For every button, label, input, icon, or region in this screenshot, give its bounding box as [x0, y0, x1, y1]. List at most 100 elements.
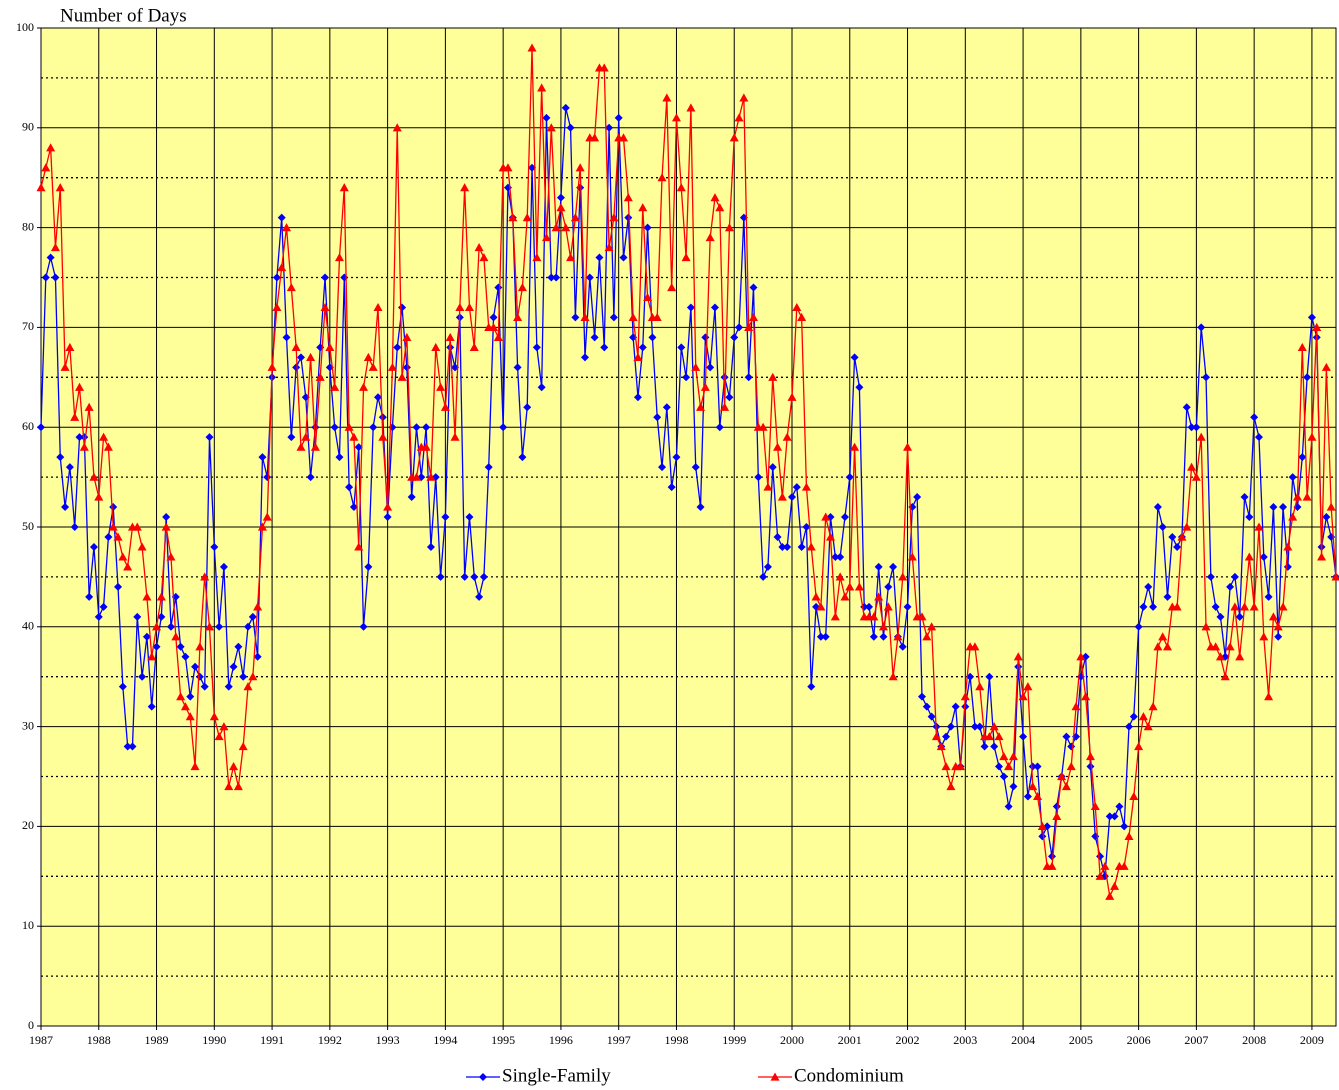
- data-point: [1028, 781, 1038, 791]
- data-point: [715, 203, 725, 212]
- data-point: [142, 632, 151, 641]
- data-point: [951, 702, 960, 711]
- data-point: [1245, 513, 1254, 522]
- data-point: [773, 532, 782, 541]
- data-point: [1292, 492, 1302, 501]
- data-point: [306, 473, 315, 482]
- data-point: [157, 612, 166, 621]
- data-point: [831, 552, 840, 561]
- data-point: [383, 513, 392, 522]
- data-point: [1322, 513, 1331, 522]
- data-point: [729, 133, 739, 142]
- data-point: [984, 732, 994, 741]
- data-point: [321, 273, 330, 282]
- data-point: [248, 672, 258, 681]
- data-point: [373, 393, 382, 402]
- data-point: [1153, 503, 1162, 512]
- data-point: [523, 403, 532, 412]
- data-point: [1297, 342, 1307, 351]
- data-point: [137, 542, 147, 551]
- data-point: [975, 682, 985, 691]
- data-point: [248, 612, 257, 621]
- data-point: [619, 133, 629, 142]
- data-point: [686, 103, 696, 112]
- data-point: [1153, 642, 1163, 651]
- data-point: [677, 343, 686, 352]
- data-point: [816, 632, 825, 641]
- plot-border: [40, 27, 1337, 1027]
- data-point: [705, 233, 715, 242]
- data-point: [1298, 453, 1307, 462]
- x-tick-label: 1996: [549, 1033, 573, 1047]
- data-point: [253, 602, 263, 611]
- data-point: [1052, 811, 1062, 821]
- x-tick-label: 2002: [896, 1033, 920, 1047]
- data-point: [845, 582, 855, 591]
- data-point: [1009, 782, 1018, 791]
- data-point: [60, 362, 70, 371]
- data-point: [460, 183, 470, 192]
- data-point: [1197, 323, 1206, 332]
- data-point: [479, 253, 489, 262]
- data-point: [931, 732, 941, 741]
- data-point: [426, 542, 435, 551]
- data-point: [1288, 473, 1297, 482]
- data-point: [826, 532, 836, 541]
- data-point: [1163, 642, 1173, 651]
- data-point: [1134, 742, 1144, 751]
- data-point: [224, 682, 233, 691]
- data-point: [599, 63, 609, 72]
- data-point: [571, 313, 580, 322]
- data-point: [623, 193, 633, 202]
- data-point: [1187, 462, 1197, 471]
- data-point: [142, 592, 152, 601]
- data-point: [330, 382, 340, 391]
- y-tick-label: 30: [22, 718, 34, 732]
- data-point: [970, 722, 979, 731]
- data-point: [734, 113, 744, 122]
- data-point: [84, 402, 94, 411]
- data-point: [854, 582, 864, 591]
- data-point: [1220, 672, 1230, 681]
- y-tick-label: 70: [22, 319, 34, 333]
- x-tick-label: 1992: [318, 1033, 342, 1047]
- data-point: [1331, 572, 1339, 581]
- data-point: [436, 572, 445, 581]
- data-point: [325, 342, 335, 351]
- data-point: [532, 253, 542, 262]
- data-point: [152, 622, 162, 631]
- data-point: [556, 193, 565, 202]
- data-point: [604, 243, 614, 252]
- data-point: [735, 323, 744, 332]
- data-point: [1230, 572, 1239, 581]
- data-point: [56, 453, 65, 462]
- x-tick-label: 1994: [433, 1033, 457, 1047]
- data-point: [830, 612, 840, 621]
- data-point: [229, 762, 239, 771]
- data-point: [1211, 642, 1221, 651]
- data-point: [792, 302, 802, 312]
- data-point: [1095, 871, 1105, 880]
- data-point: [773, 442, 783, 451]
- data-point: [1062, 732, 1071, 741]
- data-point: [445, 332, 455, 341]
- data-point: [503, 163, 513, 172]
- data-point: [1047, 861, 1057, 870]
- data-point: [768, 372, 778, 381]
- data-point: [422, 423, 431, 432]
- data-point: [204, 622, 214, 631]
- data-point: [215, 622, 224, 631]
- data-point: [1312, 322, 1322, 331]
- data-point: [123, 742, 132, 751]
- data-point: [426, 472, 436, 481]
- data-point: [788, 493, 797, 502]
- data-point: [570, 213, 580, 222]
- data-point: [797, 312, 807, 322]
- data-point: [282, 223, 292, 232]
- data-point: [744, 373, 753, 382]
- data-point: [1187, 423, 1196, 432]
- data-point: [975, 722, 984, 731]
- data-point: [1158, 523, 1167, 531]
- x-tick-label: 2009: [1300, 1033, 1324, 1047]
